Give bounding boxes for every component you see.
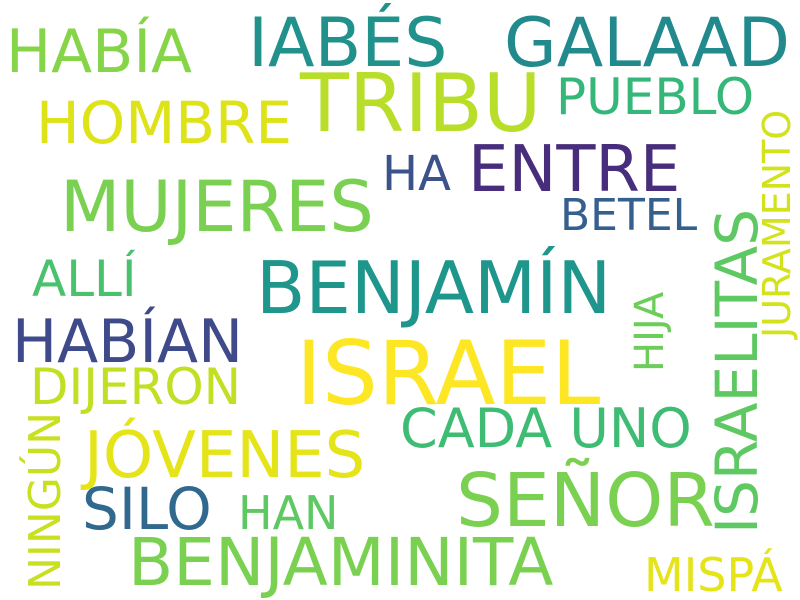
word-pueblo: PUEBLO bbox=[556, 68, 755, 126]
word-benjaminita: BENJAMINITA bbox=[128, 524, 554, 600]
word-silo: SILO bbox=[82, 475, 212, 543]
word-dijeron: DIJERON bbox=[30, 358, 242, 416]
word-senor: SEÑOR bbox=[456, 458, 715, 544]
word-israelitas: ISRAELITAS bbox=[703, 208, 771, 534]
word-hija: HIJA bbox=[627, 291, 673, 372]
word-jovenes: JÓVENES bbox=[84, 419, 366, 493]
word-hombre: HOMBRE bbox=[36, 89, 293, 157]
word-mujeres: MUJERES bbox=[60, 166, 374, 248]
word-betel: BETEL bbox=[560, 190, 698, 241]
word-cada-uno: CADA UNO bbox=[400, 397, 692, 460]
word-galaad: GALAAD bbox=[504, 4, 790, 83]
word-israel: ISRAEL bbox=[296, 322, 601, 425]
word-ha: HA bbox=[382, 146, 451, 202]
word-alli: ALLÍ bbox=[32, 250, 137, 308]
word-ningun: NINGÚN bbox=[20, 411, 71, 590]
word-entre: ENTRE bbox=[468, 133, 681, 207]
word-tribu: TRIBU bbox=[300, 57, 542, 150]
word-mispa: MISPÁ bbox=[644, 548, 783, 600]
word-han: HAN bbox=[238, 486, 339, 540]
word-habia: HABÍA bbox=[6, 17, 193, 87]
word-jabes: IABÉS bbox=[248, 4, 448, 83]
word-habian: HABÍAN bbox=[12, 307, 243, 377]
word-benjamin: BENJAMÍN bbox=[256, 246, 612, 330]
